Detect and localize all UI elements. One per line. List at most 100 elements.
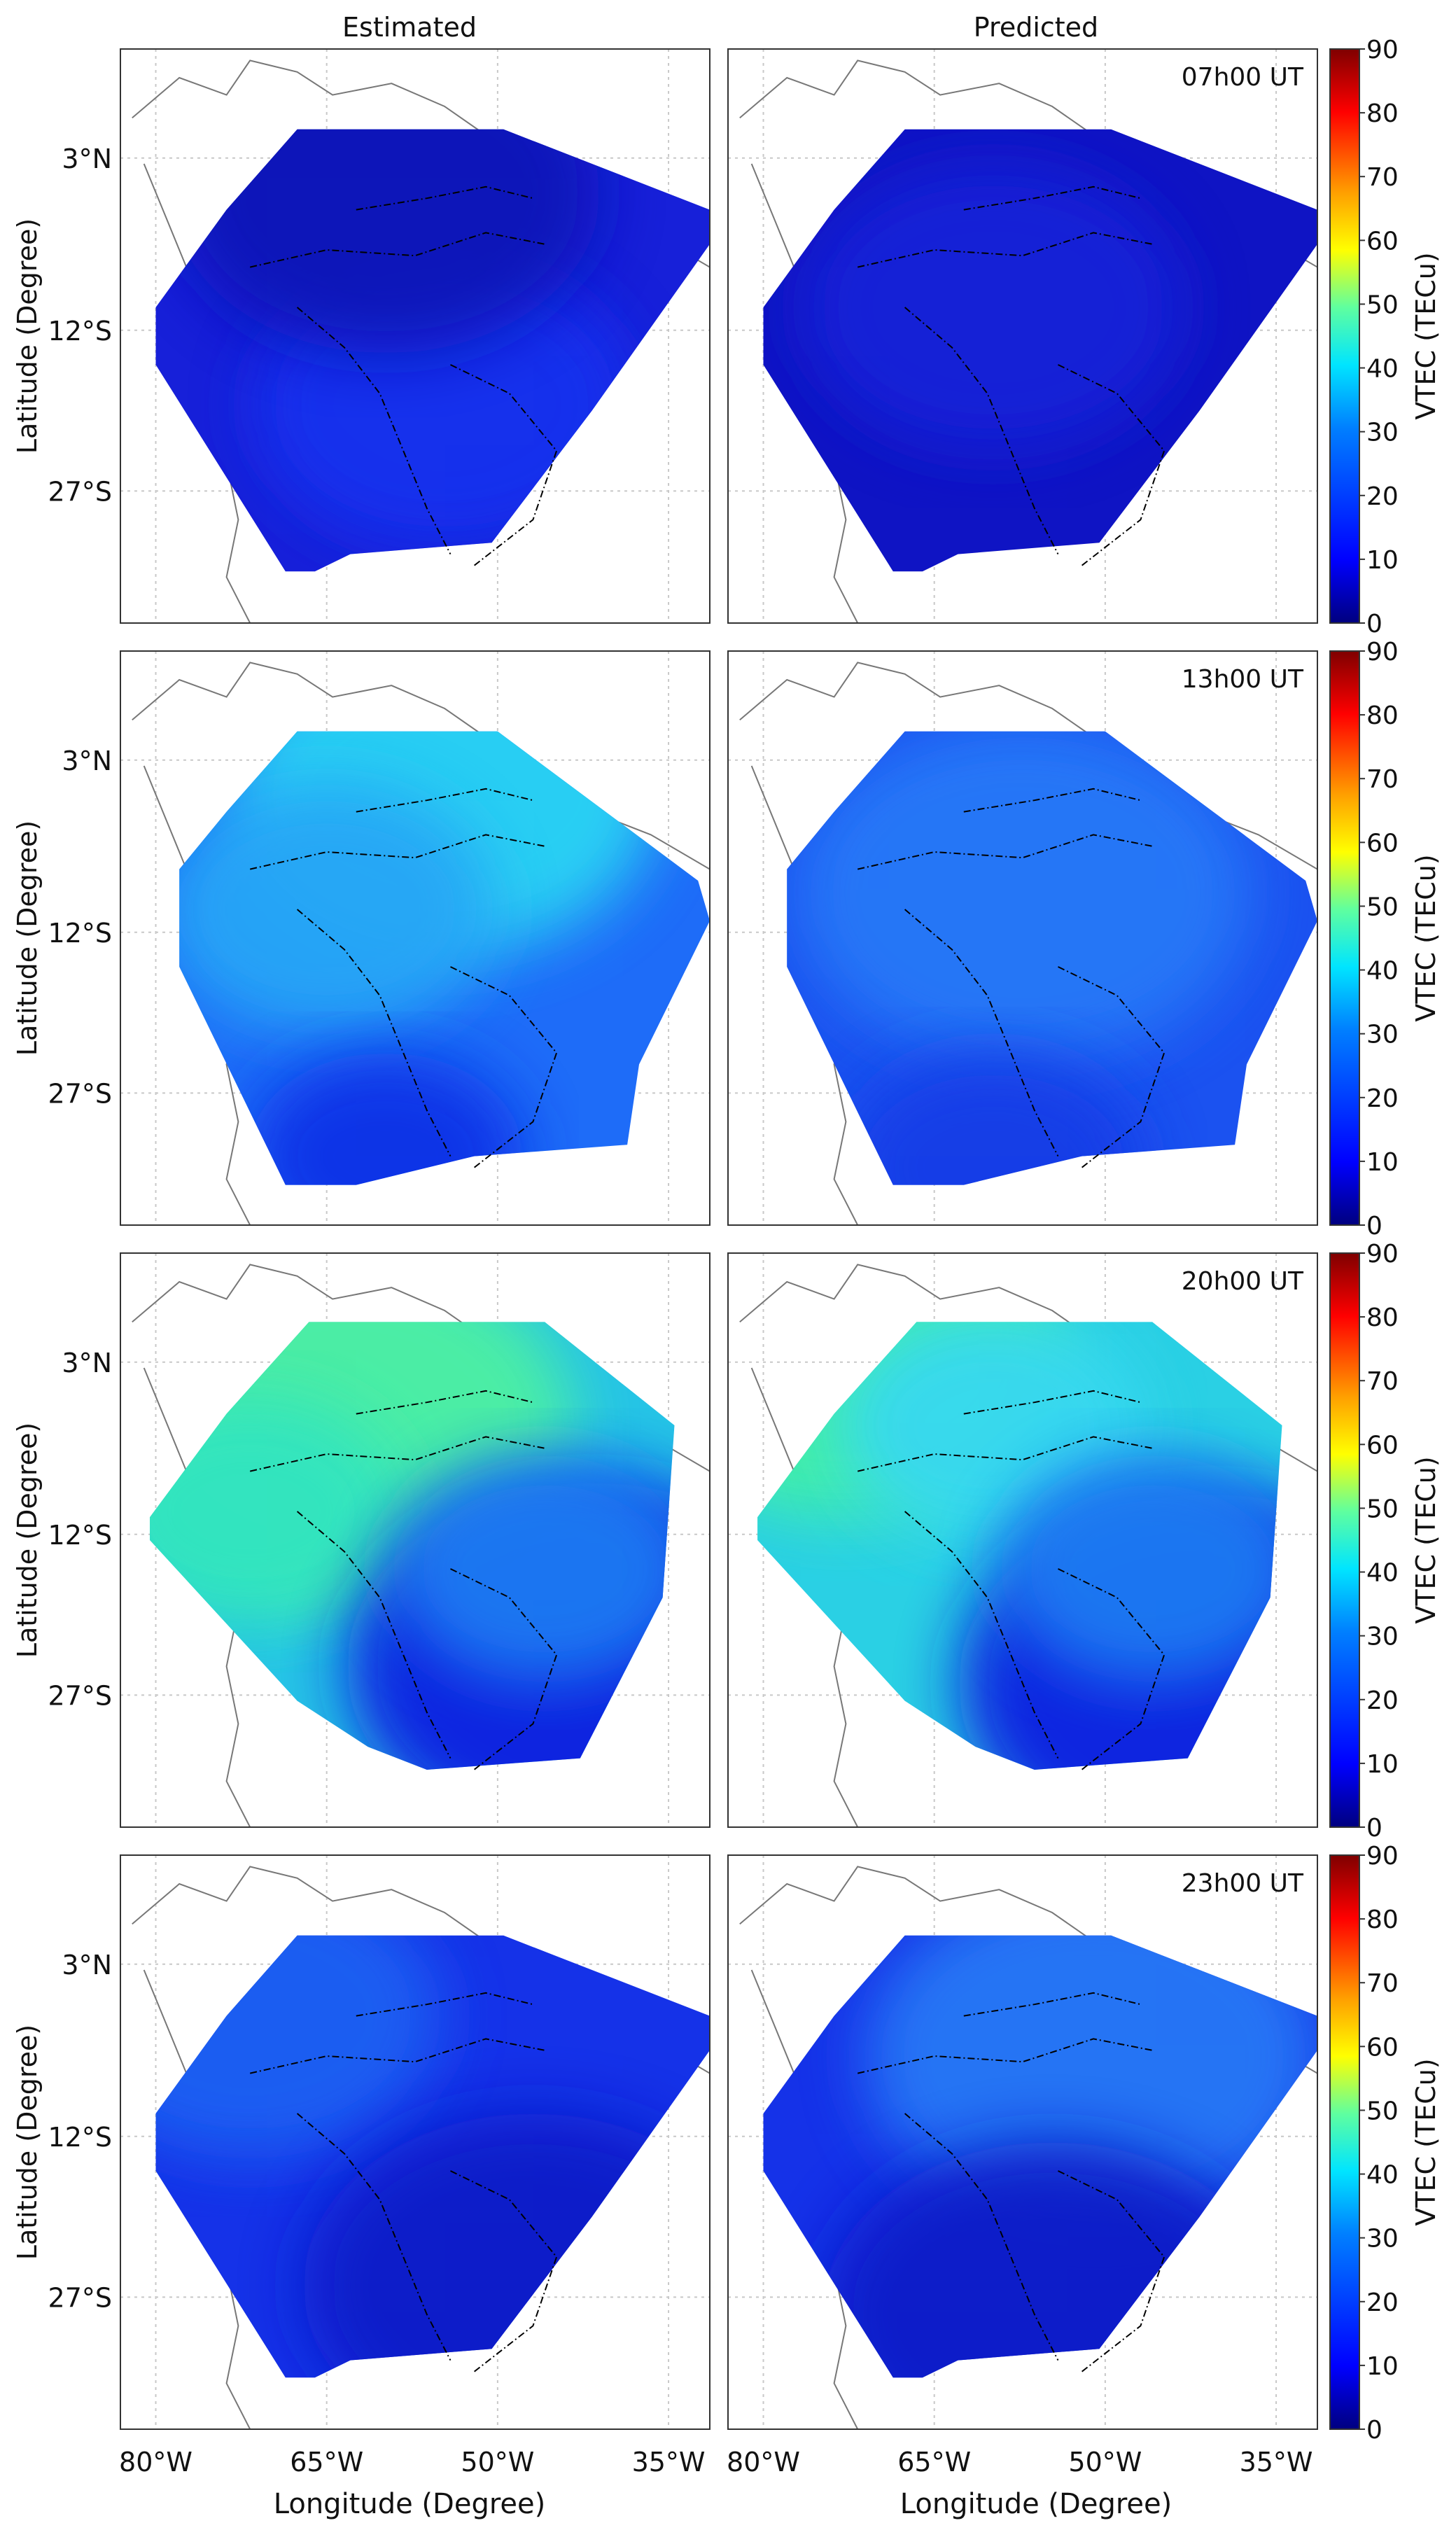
panel-frame [727,48,1318,624]
longitude-tick-label: 80°W [119,2447,192,2477]
colorbar-tick-label: 20 [1366,1686,1399,1715]
x-axis-label-right: Longitude (Degree) [900,2488,1172,2520]
time-label: 07h00 UT [1182,63,1304,92]
y-axis-label: Latitude (Degree) [12,218,43,454]
colorbar-tick-label: 10 [1366,546,1399,575]
country-border [296,307,451,555]
column-title-estimated: Estimated [342,12,477,43]
column-title-predicted: Predicted [974,12,1098,43]
colorbar-tick-label: 40 [1366,2161,1399,2190]
panel-frame [120,1854,710,2430]
colorbar-tick-label: 90 [1366,36,1399,64]
colorbar-tick-label: 40 [1366,1559,1399,1588]
country-border [450,364,558,566]
country-border [1058,1568,1166,1770]
colorbar-tick-label: 0 [1366,1814,1382,1843]
latitude-tick-label: 27°S [48,476,112,507]
colorbar-tick-label: 70 [1366,1367,1399,1396]
map-panel-r4-predicted: 23h00 UT [727,1854,1318,2430]
country-border [249,1436,545,1472]
colorbar-tick-label: 10 [1366,1148,1399,1177]
country-border [857,232,1153,268]
country-border [904,307,1059,555]
country-border [296,2113,451,2361]
panel-frame [120,48,710,624]
colorbar-tick-label: 70 [1366,765,1399,794]
longitude-tick-label: 50°W [1068,2447,1142,2477]
latitude-tick-label: 12°S [48,918,112,949]
colorbar-tick-label: 30 [1366,1623,1399,1651]
country-border [857,1436,1153,1472]
country-border [857,2038,1153,2074]
colorbar-tick-label: 60 [1366,2033,1399,2062]
map-panel-r1-estimated [120,48,710,624]
colorbar-tick-label: 30 [1366,1021,1399,1049]
country-border [296,909,451,1157]
country-border [356,1992,533,2017]
country-border [450,2170,558,2372]
latitude-tick-label: 3°N [62,1348,112,1378]
colorbar-tick-label: 50 [1366,893,1399,921]
colorbar-row-3: 0 10 20 30 40 50 60 70 80 90 VTEC (TECu) [1329,1240,1441,1843]
country-border [356,1390,533,1415]
colorbar-tick-label: 90 [1366,1842,1399,1871]
colorbar-gradient [1329,1252,1360,1828]
x-axis-label-left: Longitude (Degree) [274,2488,545,2520]
colorbar-label: VTEC (TECu) [1410,854,1441,1021]
map-panel-r4-estimated [120,1854,710,2430]
map-panel-r3-estimated [120,1252,710,1828]
country-border [904,1511,1059,1759]
colorbar-gradient [1329,1854,1360,2430]
latitude-tick-label: 12°S [48,316,112,347]
latitude-tick-label: 3°N [62,144,112,174]
latitude-tick-label: 27°S [48,1078,112,1109]
country-border [963,788,1141,813]
panel-frame [120,650,710,1226]
colorbar-label: VTEC (TECu) [1410,2058,1441,2225]
country-border [356,186,533,211]
y-axis-label: Latitude (Degree) [12,820,43,1056]
country-border [1058,364,1166,566]
longitude-tick-label: 35°W [632,2447,706,2477]
colorbar-tick-label: 10 [1366,2352,1399,2381]
country-border [904,2113,1059,2361]
country-border [963,1992,1141,2017]
latitude-tick-label: 12°S [48,1520,112,1551]
country-border [1058,2170,1166,2372]
colorbar-tick-label: 80 [1366,1304,1399,1332]
longitude-tick-label: 65°W [290,2447,363,2477]
colorbar-tick-label: 80 [1366,1906,1399,1934]
country-border [249,2038,545,2074]
vtec-field [763,1935,1317,2378]
time-label: 23h00 UT [1182,1869,1304,1898]
country-border [963,1390,1141,1415]
map-panel-r2-predicted: 13h00 UT [727,650,1318,1226]
panel-frame [120,1252,710,1828]
y-axis-label: Latitude (Degree) [12,1423,43,1658]
colorbars: 0 10 20 30 40 50 60 70 80 90 VTEC (TECu) 0 10 20 30 40 5… [1329,36,1441,2445]
colorbar-row-4: 0 10 20 30 40 50 60 70 80 90 VTEC (TECu) [1329,1842,1441,2445]
map-panel-r3-predicted: 20h00 UT [727,1252,1318,1828]
country-border [1058,966,1166,1168]
longitude-tick-label: 50°W [461,2447,534,2477]
colorbar-tick-label: 90 [1366,638,1399,666]
colorbar-tick-label: 0 [1366,2416,1382,2445]
colorbar-tick-label: 80 [1366,701,1399,730]
latitude-tick-label: 12°S [48,2122,112,2153]
colorbar-tick-label: 30 [1366,419,1399,447]
colorbar-tick-label: 50 [1366,1495,1399,1523]
colorbar-tick-label: 50 [1366,291,1399,319]
map-panel-r2-estimated [120,650,710,1226]
vtec-field [787,731,1317,1185]
y-axis-label: Latitude (Degree) [12,2025,43,2260]
time-label: 20h00 UT [1182,1267,1304,1296]
latitude-tick-label: 3°N [62,1950,112,1980]
panel-frame [727,1854,1318,2430]
country-border [857,834,1153,870]
country-border [904,909,1059,1157]
country-border [249,834,545,870]
colorbar-label: VTEC (TECu) [1410,252,1441,419]
colorbar-tick-label: 90 [1366,1240,1399,1269]
country-border [963,186,1141,211]
vtec-field [150,1322,675,1770]
